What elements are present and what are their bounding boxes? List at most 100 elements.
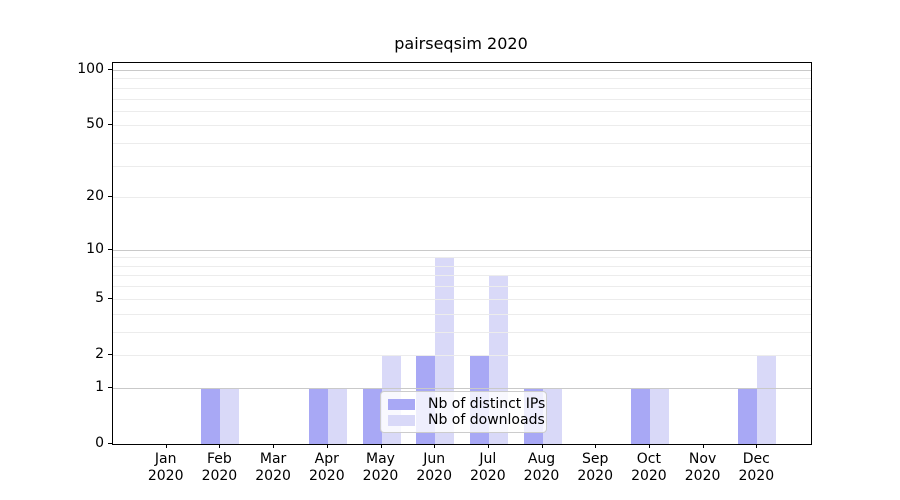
minor-gridline-y-5 bbox=[113, 298, 811, 300]
x-tick-label-oct: Oct 2020 bbox=[621, 451, 677, 485]
major-gridline-y-10 bbox=[113, 249, 811, 251]
x-tick-mark-dec bbox=[756, 444, 758, 448]
y-tick-mark-20 bbox=[108, 196, 112, 198]
minor-gridline-y-60 bbox=[113, 110, 811, 112]
x-tick-year: 2020 bbox=[362, 468, 399, 484]
bar-nb-of-distinct-ips-apr bbox=[308, 387, 328, 444]
x-tick-label-jul: Jul 2020 bbox=[460, 451, 516, 485]
x-tick-month: Dec bbox=[742, 451, 770, 467]
y-tick-label-1: 1 bbox=[95, 378, 104, 395]
x-tick-year: 2020 bbox=[684, 468, 721, 484]
minor-gridline-y-9 bbox=[113, 257, 811, 259]
x-tick-label-aug: Aug 2020 bbox=[514, 451, 570, 485]
y-tick-mark-0 bbox=[108, 443, 112, 444]
x-tick-month: Nov bbox=[688, 451, 717, 467]
x-tick-mark-aug bbox=[541, 444, 543, 448]
x-tick-label-may: May 2020 bbox=[353, 451, 409, 485]
x-tick-year: 2020 bbox=[631, 468, 667, 484]
x-tick-month: Sep bbox=[581, 451, 609, 467]
bar-nb-of-downloads-apr bbox=[327, 387, 347, 444]
y-tick-label-10: 10 bbox=[86, 240, 104, 257]
legend-item-distinct-ips: Nb of distinct IPs bbox=[388, 396, 545, 412]
x-tick-label-dec: Dec 2020 bbox=[728, 451, 784, 485]
x-tick-year: 2020 bbox=[738, 468, 775, 484]
x-tick-mark-may bbox=[380, 444, 382, 448]
x-tick-mark-jul bbox=[487, 444, 489, 448]
x-tick-mark-mar bbox=[273, 444, 275, 448]
minor-gridline-y-30 bbox=[113, 165, 811, 167]
bar-nb-of-distinct-ips-dec bbox=[738, 387, 758, 444]
x-tick-month: Mar bbox=[259, 451, 287, 467]
minor-gridline-y-2 bbox=[113, 355, 811, 356]
x-tick-year: 2020 bbox=[147, 468, 184, 484]
bar-nb-of-distinct-ips-oct bbox=[630, 387, 650, 444]
x-tick-label-nov: Nov 2020 bbox=[675, 451, 731, 485]
y-tick-mark-100 bbox=[108, 68, 112, 70]
minor-gridline-y-50 bbox=[113, 125, 811, 127]
y-tick-label-0: 0 bbox=[95, 435, 104, 451]
x-tick-mark-jan bbox=[165, 444, 167, 448]
x-tick-year: 2020 bbox=[469, 468, 506, 484]
x-tick-month: Oct bbox=[636, 451, 661, 467]
bar-nb-of-downloads-aug bbox=[542, 387, 562, 444]
minor-gridline-y-80 bbox=[113, 87, 811, 89]
y-tick-mark-2 bbox=[108, 354, 112, 355]
x-tick-month: Jul bbox=[479, 451, 497, 467]
legend-item-downloads: Nb of downloads bbox=[388, 412, 545, 428]
y-tick-mark-10 bbox=[108, 248, 112, 250]
x-tick-mark-oct bbox=[648, 444, 650, 448]
y-tick-label-50: 50 bbox=[86, 116, 104, 133]
x-tick-month: Aug bbox=[527, 451, 556, 467]
minor-gridline-y-6 bbox=[113, 286, 811, 288]
legend-swatch-distinct-ips bbox=[388, 398, 415, 410]
minor-gridline-y-40 bbox=[113, 143, 811, 144]
x-tick-label-sep: Sep 2020 bbox=[567, 451, 623, 485]
x-tick-label-jun: Jun 2020 bbox=[406, 451, 462, 485]
y-tick-label-5: 5 bbox=[95, 289, 104, 306]
chart-title: pairseqsim 2020 bbox=[394, 34, 528, 53]
legend: Nb of distinct IPs Nb of downloads bbox=[380, 391, 547, 433]
x-tick-month: Feb bbox=[206, 451, 232, 467]
x-tick-year: 2020 bbox=[201, 468, 238, 484]
bar-nb-of-distinct-ips-may bbox=[362, 387, 382, 444]
x-tick-month: Jan bbox=[154, 451, 177, 467]
y-tick-label-100: 100 bbox=[77, 60, 104, 77]
x-tick-label-jan: Jan 2020 bbox=[138, 451, 194, 485]
x-tick-mark-jun bbox=[434, 444, 436, 448]
bar-nb-of-downloads-feb bbox=[220, 387, 240, 444]
y-tick-mark-5 bbox=[108, 297, 112, 299]
x-tick-mark-sep bbox=[595, 444, 597, 448]
minor-gridline-y-3 bbox=[113, 331, 811, 333]
x-tick-label-feb: Feb 2020 bbox=[191, 451, 247, 485]
x-tick-month: May bbox=[366, 451, 395, 467]
x-tick-mark-apr bbox=[326, 444, 328, 448]
minor-gridline-y-7 bbox=[113, 275, 811, 277]
y-tick-mark-50 bbox=[108, 124, 112, 126]
bar-nb-of-downloads-dec bbox=[757, 355, 777, 444]
x-tick-year: 2020 bbox=[577, 468, 613, 484]
legend-swatch-downloads bbox=[388, 414, 415, 426]
minor-gridline-y-20 bbox=[113, 197, 811, 199]
major-gridline-y-100 bbox=[113, 69, 811, 71]
x-tick-label-mar: Mar 2020 bbox=[245, 451, 301, 485]
x-tick-year: 2020 bbox=[308, 468, 345, 484]
plot-area bbox=[112, 62, 812, 445]
legend-label-distinct-ips: Nb of distinct IPs bbox=[428, 396, 546, 412]
minor-gridline-y-4 bbox=[113, 313, 811, 315]
x-tick-year: 2020 bbox=[255, 468, 291, 484]
y-tick-mark-1 bbox=[108, 386, 112, 388]
minor-gridline-y-90 bbox=[113, 78, 811, 80]
x-tick-month: Apr bbox=[314, 451, 339, 467]
x-tick-year: 2020 bbox=[416, 468, 452, 484]
minor-gridline-y-8 bbox=[113, 265, 811, 267]
bar-nb-of-downloads-oct bbox=[649, 387, 669, 444]
y-tick-label-2: 2 bbox=[95, 346, 104, 362]
bar-nb-of-distinct-ips-feb bbox=[201, 387, 221, 444]
y-tick-label-20: 20 bbox=[86, 188, 104, 205]
x-tick-month: Jun bbox=[423, 451, 446, 467]
x-tick-label-apr: Apr 2020 bbox=[299, 451, 355, 485]
x-tick-mark-feb bbox=[219, 444, 221, 448]
x-tick-year: 2020 bbox=[523, 468, 560, 484]
minor-gridline-y-70 bbox=[113, 98, 811, 100]
